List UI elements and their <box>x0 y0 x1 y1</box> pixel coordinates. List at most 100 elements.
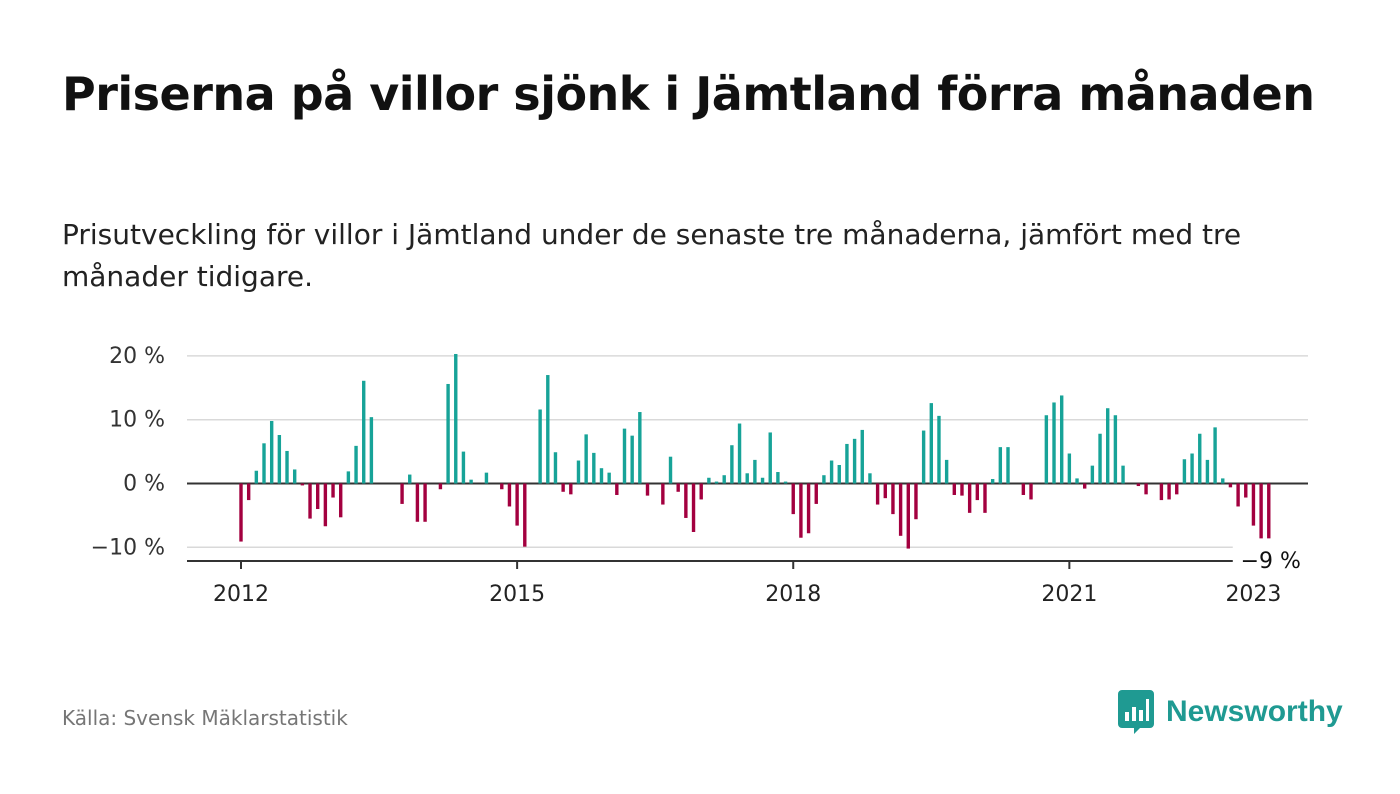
bar <box>875 483 880 505</box>
bar <box>990 479 995 484</box>
bar <box>837 465 841 484</box>
last-value-label-bg <box>1232 546 1309 572</box>
bar <box>630 435 634 484</box>
bar <box>776 472 780 484</box>
bar <box>745 473 749 484</box>
bar <box>1221 478 1225 484</box>
bar <box>277 435 282 484</box>
x-tick-label: 2023 <box>1225 582 1281 607</box>
bar <box>523 483 527 547</box>
bar <box>1213 427 1217 484</box>
bar <box>538 409 542 484</box>
y-tick-label: 10 % <box>109 408 165 433</box>
bar <box>822 475 826 484</box>
bar <box>1267 483 1271 539</box>
bar <box>362 380 366 484</box>
chart-title: Priserna på villor sjönk i Jämtland förr… <box>62 67 1315 121</box>
bar <box>1121 465 1125 484</box>
bar <box>914 483 918 520</box>
y-axis-labels: 20 % 10 % 0 % −10 % <box>91 344 165 560</box>
bar <box>507 483 512 507</box>
bar <box>1052 402 1056 484</box>
bar <box>1021 483 1026 495</box>
bar <box>891 483 895 515</box>
bar <box>676 483 680 492</box>
bar <box>906 483 910 549</box>
y-tick-label: 0 % <box>123 472 165 497</box>
bar <box>760 477 765 484</box>
bar <box>722 475 726 484</box>
bar <box>323 483 328 527</box>
bar <box>1083 483 1087 489</box>
bar <box>515 483 519 526</box>
bar <box>292 469 297 484</box>
y-tick-label: −10 % <box>91 535 165 560</box>
bar-chart: 20 % 10 % 0 % −10 % 2012 2015 2018 2021 2023 −9… <box>91 344 1309 607</box>
bar <box>1067 453 1072 484</box>
bar <box>753 459 757 484</box>
bar <box>1059 395 1064 484</box>
bar <box>737 423 742 484</box>
bar <box>768 432 772 484</box>
bar <box>1236 483 1240 507</box>
bar <box>661 483 665 505</box>
bar <box>262 443 266 484</box>
bar <box>400 483 404 504</box>
bar <box>707 477 711 484</box>
bar <box>592 452 596 484</box>
bar <box>699 483 703 500</box>
bar <box>599 468 604 484</box>
bar <box>1029 483 1033 500</box>
bar <box>331 483 335 498</box>
bar <box>1205 459 1210 484</box>
newsworthy-logo-icon <box>1118 690 1154 734</box>
bar <box>254 470 259 484</box>
bar <box>1136 483 1141 487</box>
bar <box>1106 408 1110 484</box>
bar <box>829 460 834 484</box>
bar <box>791 483 795 515</box>
bar <box>668 456 673 484</box>
bar <box>346 471 351 484</box>
bar <box>1259 483 1263 539</box>
annotations: −9 % <box>1232 546 1309 574</box>
bar <box>615 483 619 495</box>
brand-name: Newsworthy <box>1166 695 1343 728</box>
bar <box>308 483 312 519</box>
bar <box>783 481 788 484</box>
bar <box>944 459 949 484</box>
y-tick-label: 20 % <box>109 344 165 369</box>
bar <box>461 451 466 484</box>
bar <box>730 445 734 484</box>
bar <box>446 383 450 484</box>
bar <box>983 483 987 513</box>
chart-subtitle: Prisutveckling för villor i Jämtland und… <box>62 218 1242 293</box>
bar <box>921 430 926 484</box>
bar <box>799 483 803 538</box>
bar <box>1144 483 1148 495</box>
bar <box>423 483 427 522</box>
bar <box>269 420 274 484</box>
x-tick-label: 2015 <box>489 582 545 607</box>
bar <box>998 447 1003 484</box>
bar <box>684 483 688 518</box>
bar <box>316 483 320 510</box>
bar <box>868 473 872 484</box>
bar <box>607 472 611 484</box>
bar <box>339 483 343 518</box>
bar <box>929 403 933 484</box>
bar <box>553 452 558 484</box>
bar <box>1075 478 1079 484</box>
bar <box>1159 483 1164 501</box>
bar <box>845 443 849 484</box>
bar <box>569 483 573 495</box>
bar <box>1175 483 1179 495</box>
x-tick-label: 2018 <box>765 582 821 607</box>
x-axis: 2012 2015 2018 2021 2023 <box>187 560 1308 607</box>
bar <box>1244 483 1248 498</box>
bar <box>1228 483 1233 488</box>
bar <box>645 483 650 496</box>
bar <box>814 483 818 504</box>
bar <box>300 483 305 486</box>
bar <box>1251 483 1256 526</box>
